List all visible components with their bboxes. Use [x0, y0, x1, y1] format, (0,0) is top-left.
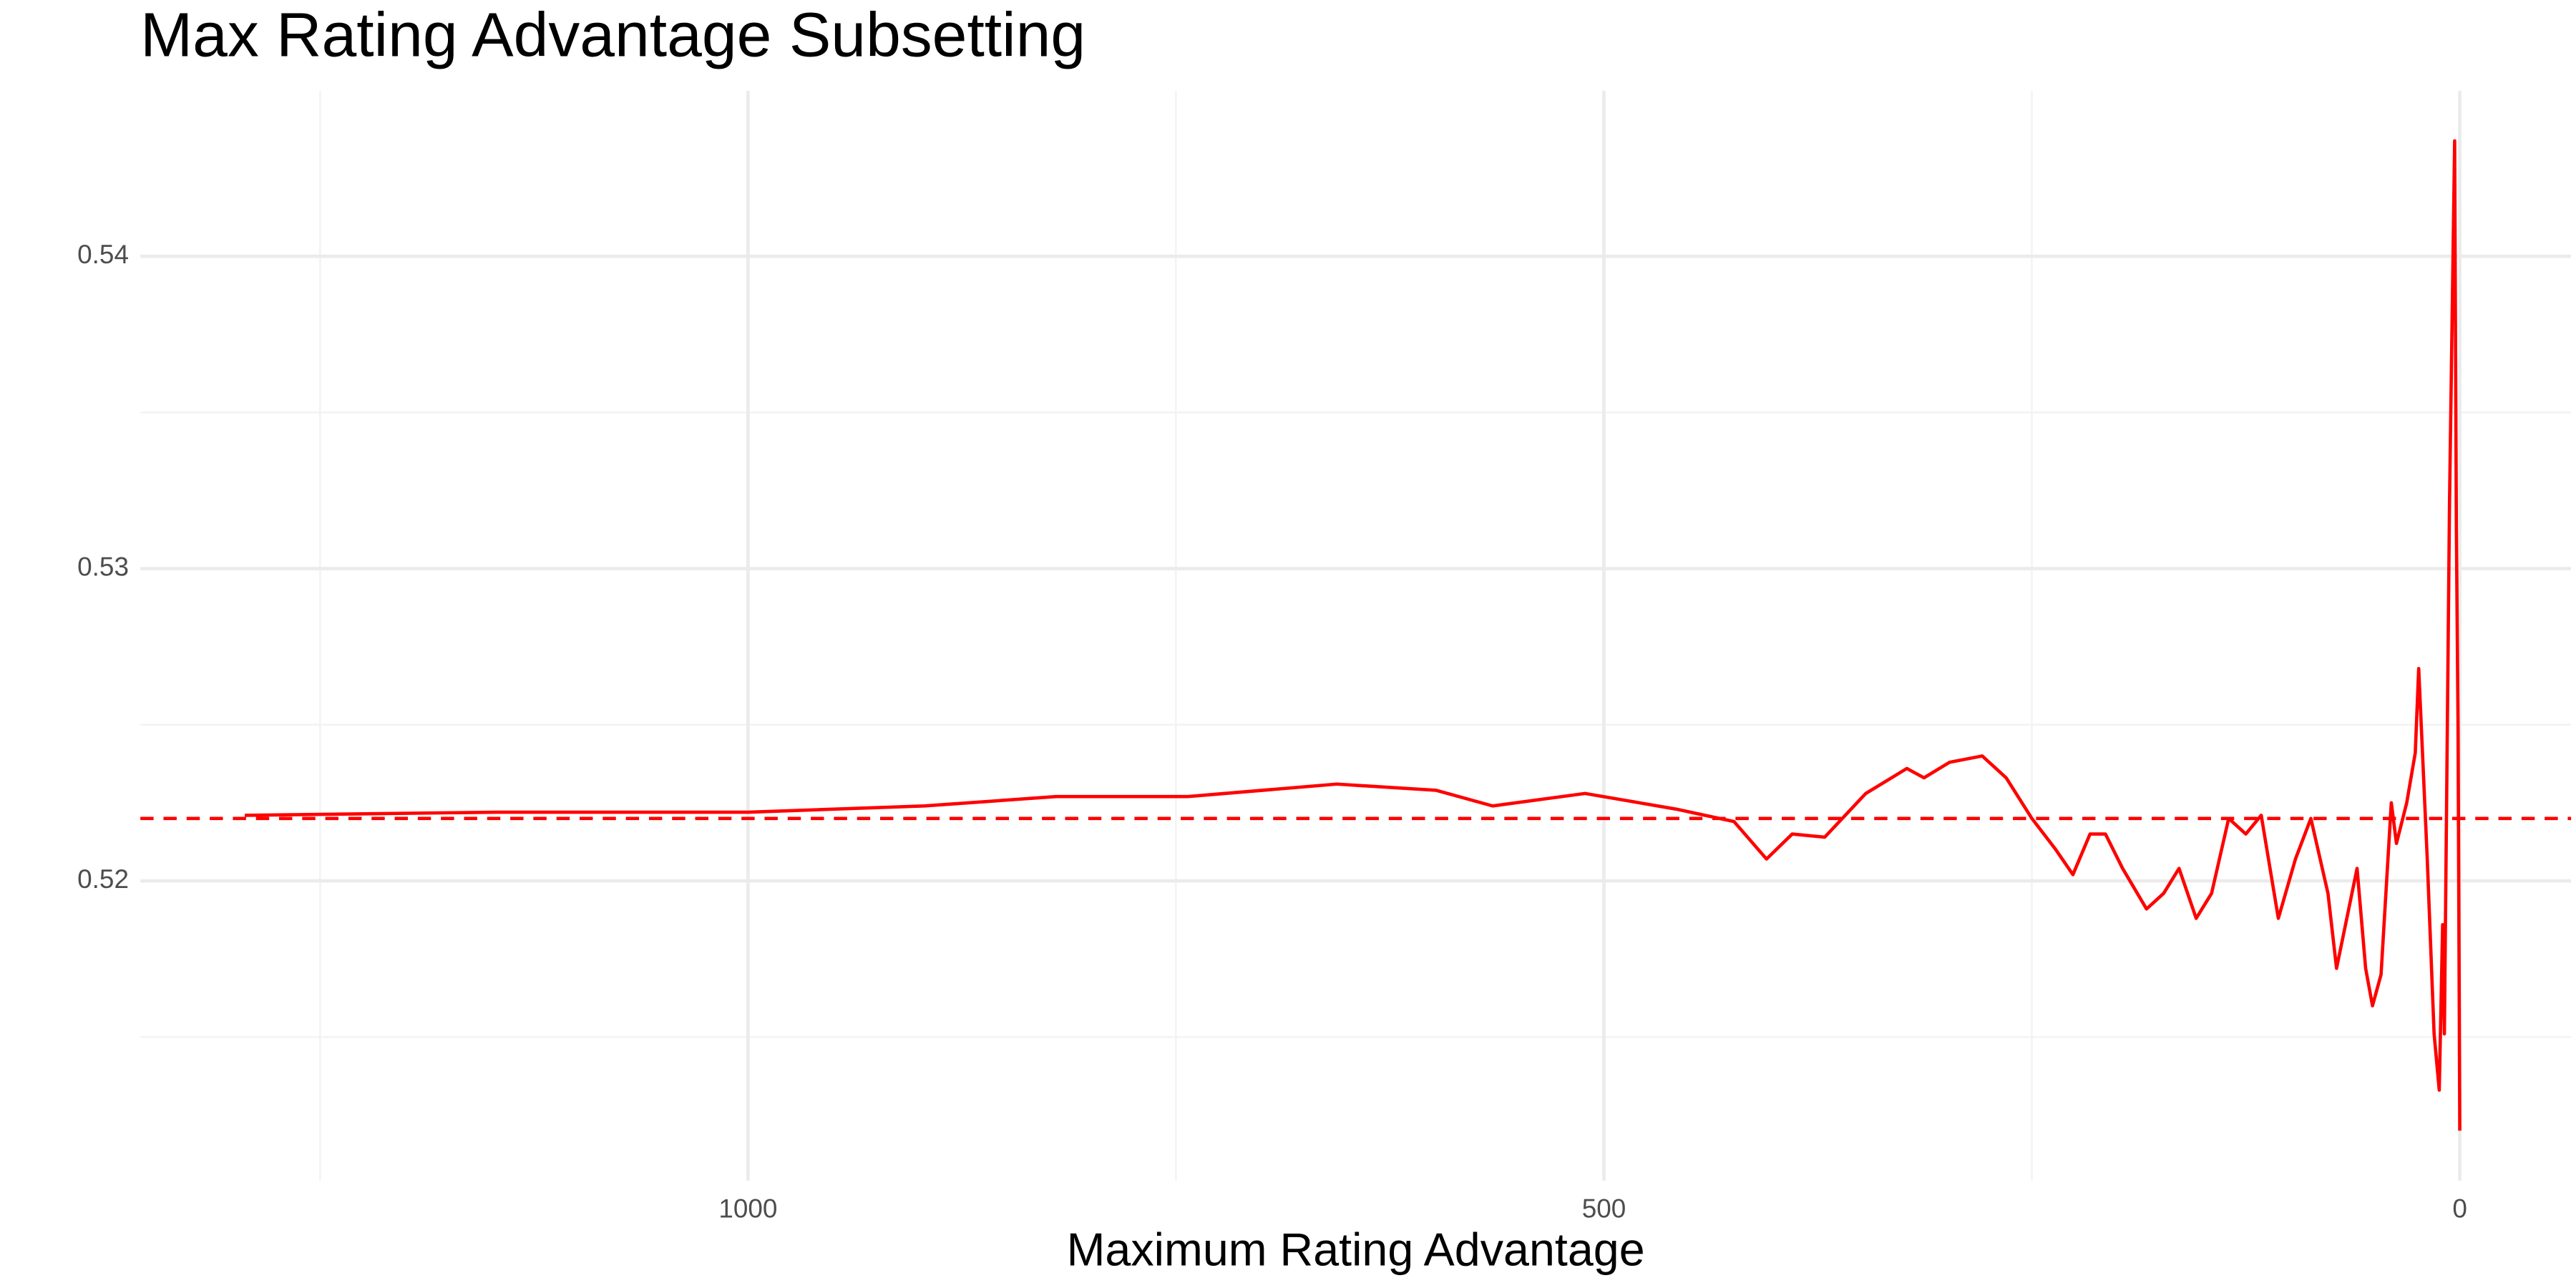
y-tick-label: 0.52 [77, 864, 129, 894]
chart-title: Max Rating Advantage Subsetting [140, 0, 1085, 70]
y-tick-label: 0.53 [77, 552, 129, 581]
x-axis-label: Maximum Rating Advantage [1067, 1224, 1645, 1276]
x-tick-label: 1000 [718, 1194, 777, 1223]
data-line [245, 139, 2462, 1131]
x-tick-label: 0 [2452, 1194, 2467, 1223]
y-tick-label: 0.54 [77, 240, 129, 269]
x-tick-label: 500 [1582, 1194, 1626, 1223]
